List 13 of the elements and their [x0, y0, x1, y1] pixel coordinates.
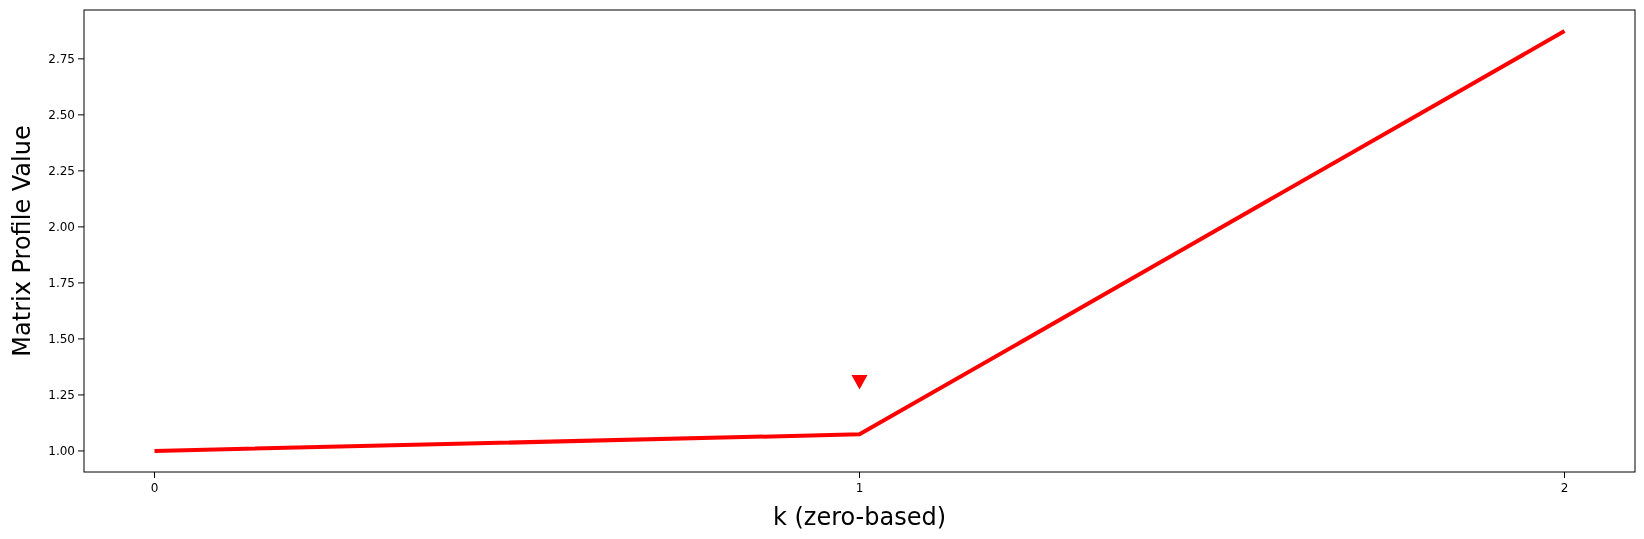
y-tick-label: 2.50: [48, 108, 75, 123]
y-tick-label: 1.25: [48, 388, 75, 403]
y-tick-label: 2.75: [48, 52, 75, 67]
y-tick-label: 2.00: [48, 220, 75, 235]
y-tick-label: 1.50: [48, 332, 75, 347]
y-axis-title: Matrix Profile Value: [8, 125, 36, 357]
y-tick-label: 1.75: [48, 276, 75, 291]
y-tick-label: 2.25: [48, 164, 75, 179]
x-tick-label: 0: [150, 481, 159, 495]
x-axis-title: k (zero-based): [772, 503, 947, 531]
x-tick-label: 2: [1560, 481, 1569, 495]
x-tick-label: 1: [855, 481, 864, 495]
y-tick-label: 1.00: [48, 444, 75, 459]
